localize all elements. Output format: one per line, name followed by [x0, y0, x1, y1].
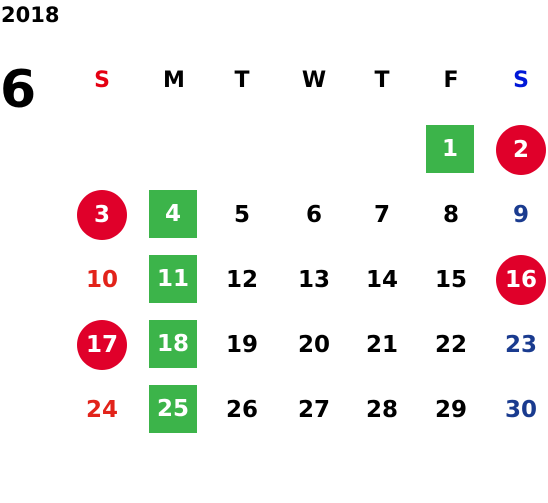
day: 27: [297, 397, 330, 423]
weekday-label: W: [301, 67, 327, 93]
weekday-label: T: [234, 67, 250, 93]
day: 23: [504, 332, 537, 358]
weekday-label: S: [94, 67, 110, 93]
weekday-label: F: [443, 67, 459, 93]
highlighted-day: 2: [496, 125, 546, 175]
highlighted-day: 16: [496, 255, 546, 305]
day: 20: [297, 332, 330, 358]
highlighted-day: 11: [149, 255, 197, 303]
highlighted-day: 18: [149, 320, 197, 368]
day: 21: [365, 332, 398, 358]
day: 19: [225, 332, 258, 358]
day: 26: [225, 397, 258, 423]
day: 14: [365, 267, 398, 293]
highlighted-day: 17: [77, 320, 127, 370]
day: 8: [442, 202, 459, 228]
month: 6: [0, 60, 37, 120]
day: 22: [434, 332, 467, 358]
day: 7: [373, 202, 390, 228]
day: 28: [365, 397, 398, 423]
year: 2018: [1, 3, 60, 27]
day: 13: [297, 267, 330, 293]
day: 5: [233, 202, 250, 228]
weekday-label: S: [513, 67, 529, 93]
day: 30: [504, 397, 537, 423]
highlighted-day: 1: [426, 125, 474, 173]
day: 15: [434, 267, 467, 293]
highlighted-day: 3: [77, 190, 127, 240]
day: 9: [512, 202, 529, 228]
weekday-label: M: [163, 67, 185, 93]
day: 24: [85, 397, 118, 423]
day: 10: [85, 267, 118, 293]
weekday-label: T: [374, 67, 390, 93]
highlighted-day: 25: [149, 385, 197, 433]
day: 12: [225, 267, 258, 293]
day: 29: [434, 397, 467, 423]
highlighted-day: 4: [149, 190, 197, 238]
day: 6: [305, 202, 322, 228]
